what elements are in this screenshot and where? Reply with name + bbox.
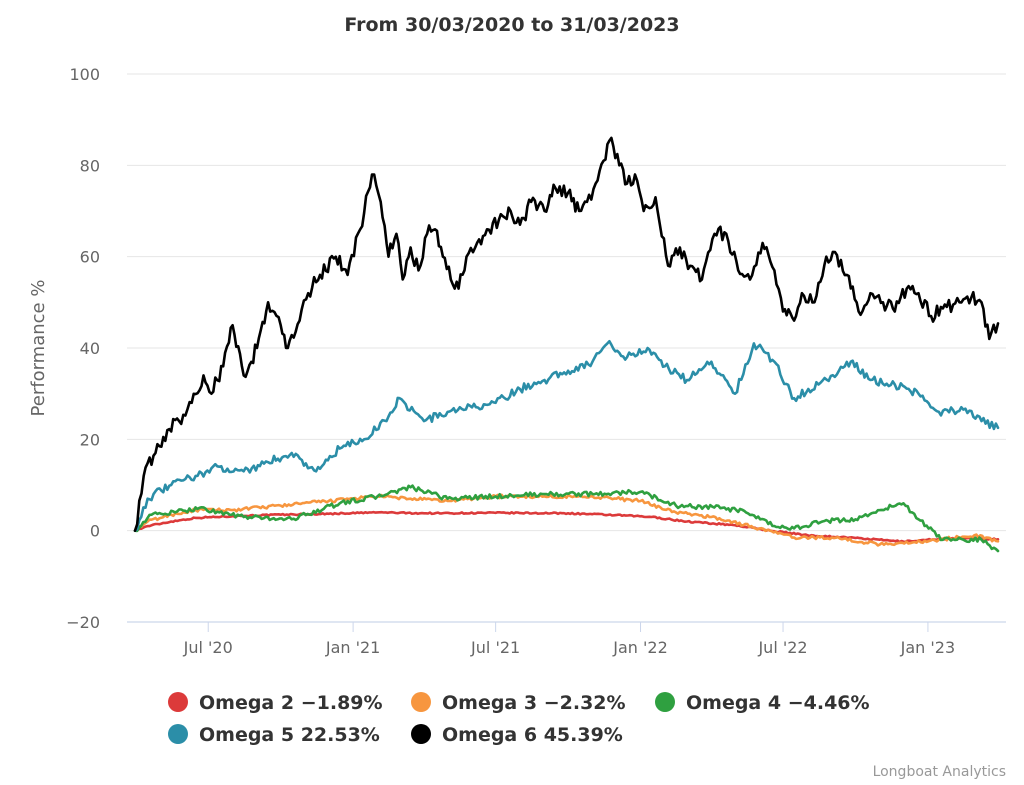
legend-label: Omega 6 45.39%	[442, 724, 623, 746]
legend-marker	[411, 692, 431, 712]
legend-label: Omega 5 22.53%	[199, 724, 380, 746]
legend-label: Omega 4 −4.46%	[686, 692, 870, 714]
x-tick-label: Jul '22	[757, 638, 807, 657]
y-tick-label: 80	[80, 156, 100, 175]
series-line-omega-2[interactable]	[133, 510, 1000, 544]
y-tick-label: 60	[80, 248, 100, 267]
chart-title: From 30/03/2020 to 31/03/2023	[344, 14, 679, 36]
series-line-omega-4[interactable]	[133, 484, 1000, 553]
y-tick-label: 40	[80, 339, 100, 358]
series-line-omega-3[interactable]	[133, 493, 1000, 547]
y-tick-label: −20	[66, 613, 100, 632]
legend-marker	[411, 724, 431, 744]
legend-marker	[168, 724, 188, 744]
series-line-omega-5[interactable]	[133, 339, 1000, 533]
x-tick-label: Jul '21	[470, 638, 520, 657]
x-axis-ticks: Jul '20 Jan '21 Jul '21 Jan '22 Jul '22 Jan '…	[183, 622, 956, 657]
legend-marker	[655, 692, 675, 712]
x-tick-label: Jan '22	[612, 638, 668, 657]
y-axis-title: Performance %	[28, 280, 49, 417]
credits-text[interactable]: Longboat Analytics	[873, 764, 1006, 780]
legend-item-omega-2[interactable]: Omega 2 −1.89%	[168, 692, 383, 714]
y-tick-label: 100	[69, 65, 100, 84]
legend-marker	[168, 692, 188, 712]
series-group	[133, 136, 1000, 553]
series-line-omega-6[interactable]	[133, 136, 1000, 533]
legend-item-omega-4[interactable]: Omega 4 −4.46%	[655, 692, 870, 714]
gridlines	[127, 73, 1006, 532]
y-tick-label: 20	[80, 430, 100, 449]
legend-item-omega-3[interactable]: Omega 3 −2.32%	[411, 692, 626, 714]
legend-label: Omega 2 −1.89%	[199, 692, 383, 714]
y-axis-tick-labels: 100 80 60 40 20 0 −20	[66, 65, 100, 632]
legend: Omega 2 −1.89% Omega 3 −2.32% Omega 4 −4.4…	[168, 692, 870, 746]
legend-item-omega-5[interactable]: Omega 5 22.53%	[168, 724, 380, 746]
y-tick-label: 0	[90, 522, 100, 541]
legend-item-omega-6[interactable]: Omega 6 45.39%	[411, 724, 623, 746]
x-tick-label: Jan '21	[325, 638, 381, 657]
x-tick-label: Jan '23	[900, 638, 956, 657]
legend-label: Omega 3 −2.32%	[442, 692, 626, 714]
x-tick-label: Jul '20	[183, 638, 233, 657]
